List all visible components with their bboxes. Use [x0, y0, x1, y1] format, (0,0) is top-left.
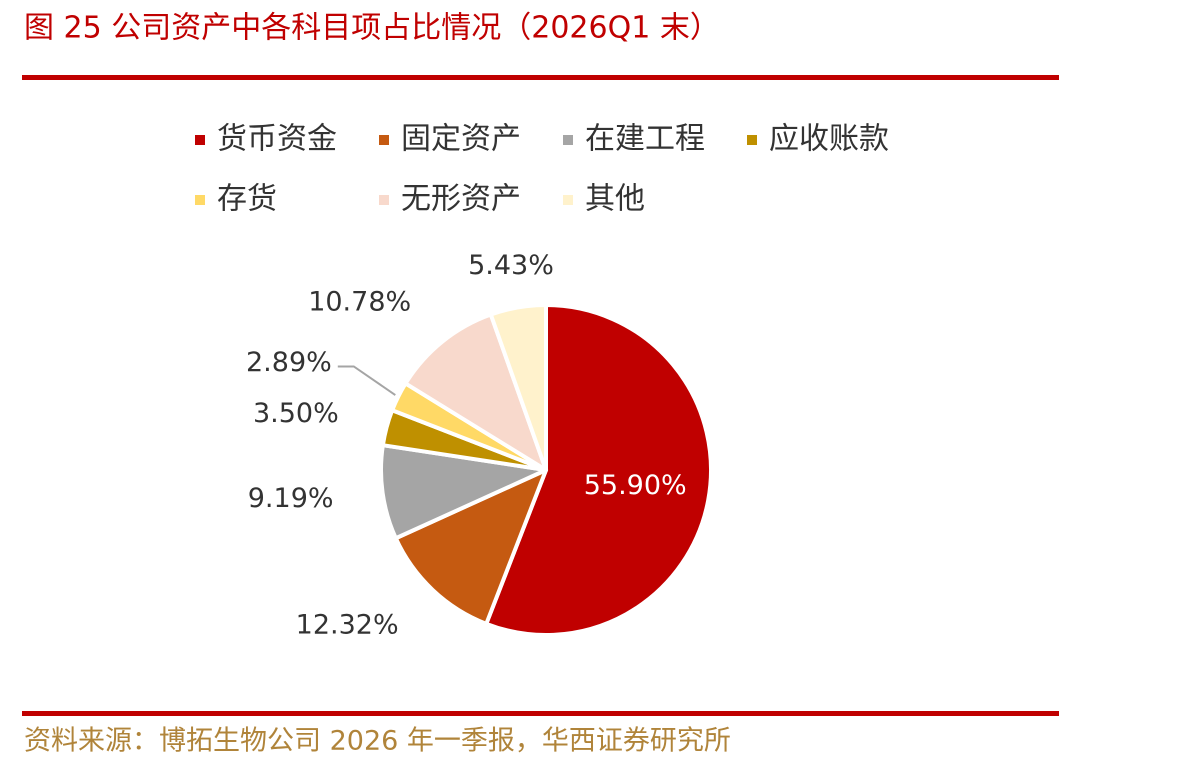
leader-line [337, 365, 396, 396]
legend-swatch [195, 195, 205, 205]
data-label: 2.89% [246, 347, 332, 378]
legend-label: 其他 [585, 182, 645, 217]
data-label: 55.90% [584, 470, 687, 501]
legend-swatch [379, 135, 389, 145]
legend-label: 无形资产 [401, 182, 521, 217]
legend-swatch [563, 135, 573, 145]
data-label: 3.50% [253, 398, 339, 429]
legend-swatch [563, 195, 573, 205]
pie-slice [484, 303, 713, 637]
data-label: 9.19% [248, 483, 334, 514]
data-label: 5.43% [468, 250, 554, 281]
data-label: 10.78% [308, 287, 411, 318]
legend-swatch [195, 135, 205, 145]
legend-label: 固定资产 [401, 122, 521, 157]
source-rule [22, 711, 1059, 716]
title-rule [22, 75, 1059, 80]
data-label: 12.32% [296, 609, 399, 640]
legend-label: 存货 [217, 182, 277, 217]
legend-label: 货币资金 [217, 122, 337, 157]
pie-slice [393, 468, 548, 626]
legend-swatch [747, 135, 757, 145]
chart-title: 图 25 公司资产中各科目项占比情况（2026Q1 末） [24, 11, 720, 46]
pie-slice [403, 312, 548, 472]
source-note: 资料来源：博拓生物公司 2026 年一季报，华西证券研究所 [24, 726, 731, 757]
legend-label: 在建工程 [585, 122, 705, 157]
legend-label: 应收账款 [769, 122, 889, 157]
legend-swatch [379, 195, 389, 205]
pie-slice [488, 303, 548, 472]
